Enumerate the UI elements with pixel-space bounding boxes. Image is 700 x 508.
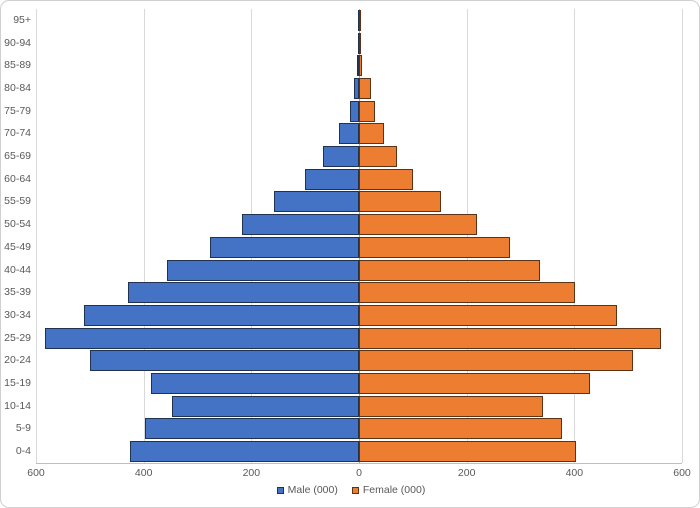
age-label: 5-9 xyxy=(15,422,31,435)
age-label: 40-44 xyxy=(4,263,31,276)
male-bar[interactable] xyxy=(209,236,359,258)
y-axis-age-labels: 95+ 90-94 85-89 80-84 75-79 70-74 65-69 60-64 55… xyxy=(1,1,32,471)
female-bar[interactable] xyxy=(359,327,661,349)
male-bar[interactable] xyxy=(274,191,359,213)
legend-item-female[interactable]: Female (000) xyxy=(351,484,426,496)
male-legend-swatch-icon xyxy=(276,486,284,494)
age-label: 50-54 xyxy=(4,218,31,231)
x-tick-label: 200 xyxy=(242,467,261,479)
female-bar[interactable] xyxy=(359,418,562,440)
age-label: 35-39 xyxy=(4,286,31,299)
x-tick-label: 200 xyxy=(457,467,476,479)
female-bar[interactable] xyxy=(359,146,398,168)
male-bar[interactable] xyxy=(129,441,359,463)
male-bar[interactable] xyxy=(45,327,359,349)
male-bar[interactable] xyxy=(150,373,359,395)
x-axis-tick-labels: 600 400 200 0 200 400 600 xyxy=(1,467,699,481)
age-label: 70-74 xyxy=(4,127,31,140)
male-bar[interactable] xyxy=(323,146,359,168)
age-label: 95+ xyxy=(13,13,31,26)
male-bar[interactable] xyxy=(89,350,359,372)
gridline xyxy=(682,9,683,463)
female-bar[interactable] xyxy=(359,441,576,463)
x-axis-line xyxy=(36,463,682,464)
male-bar[interactable] xyxy=(144,418,359,440)
female-bar[interactable] xyxy=(359,123,384,145)
gridline xyxy=(251,9,253,463)
gridline xyxy=(466,9,468,463)
x-tick-label: 400 xyxy=(134,467,153,479)
x-tick-label: 600 xyxy=(673,467,691,479)
female-bar[interactable] xyxy=(359,236,510,258)
age-label: 45-49 xyxy=(4,240,31,253)
female-bar[interactable] xyxy=(359,304,617,326)
male-bar[interactable] xyxy=(167,259,359,281)
female-bar[interactable] xyxy=(359,282,575,304)
age-label: 10-14 xyxy=(4,399,31,412)
male-bar[interactable] xyxy=(339,123,359,145)
female-legend-label: Female (000) xyxy=(362,484,426,496)
zero-axis-line xyxy=(359,9,360,463)
male-bar[interactable] xyxy=(357,55,360,77)
age-label: 25-29 xyxy=(4,331,31,344)
age-label: 60-64 xyxy=(4,172,31,185)
gridline xyxy=(143,9,145,463)
age-label: 0-4 xyxy=(15,445,31,458)
age-label: 80-84 xyxy=(4,81,31,94)
age-label: 75-79 xyxy=(4,104,31,117)
female-legend-swatch-icon xyxy=(351,486,359,494)
male-bar[interactable] xyxy=(171,395,359,417)
female-bar[interactable] xyxy=(359,77,372,99)
age-label: 90-94 xyxy=(4,36,31,49)
male-bar[interactable] xyxy=(349,100,359,122)
female-bar[interactable] xyxy=(359,168,413,190)
female-bar[interactable] xyxy=(359,214,478,236)
x-tick-label: 600 xyxy=(27,467,45,479)
male-bar[interactable] xyxy=(127,282,359,304)
female-bar[interactable] xyxy=(359,395,543,417)
female-bar[interactable] xyxy=(359,9,361,31)
plot-area xyxy=(36,9,683,463)
gridline xyxy=(574,9,576,463)
female-bar[interactable] xyxy=(359,259,540,281)
female-bar[interactable] xyxy=(359,191,441,213)
female-bar[interactable] xyxy=(359,32,361,54)
female-bar[interactable] xyxy=(359,373,591,395)
x-tick-label: 400 xyxy=(565,467,584,479)
male-bar[interactable] xyxy=(354,77,359,99)
legend-item-male[interactable]: Male (000) xyxy=(276,484,338,496)
male-bar[interactable] xyxy=(242,214,359,236)
age-label: 55-59 xyxy=(4,195,31,208)
age-label: 20-24 xyxy=(4,354,31,367)
female-bar[interactable] xyxy=(359,55,362,77)
male-bar[interactable] xyxy=(305,168,359,190)
age-label: 85-89 xyxy=(4,59,31,72)
x-tick-label: 0 xyxy=(356,467,362,479)
legend: Male (000) Female (000) xyxy=(1,484,699,496)
gridline xyxy=(36,9,37,463)
female-bar[interactable] xyxy=(359,100,375,122)
age-label: 30-34 xyxy=(4,308,31,321)
age-label: 65-69 xyxy=(4,150,31,163)
female-bar[interactable] xyxy=(359,350,633,372)
male-legend-label: Male (000) xyxy=(287,484,338,496)
age-label: 15-19 xyxy=(4,377,31,390)
male-bar[interactable] xyxy=(84,304,359,326)
